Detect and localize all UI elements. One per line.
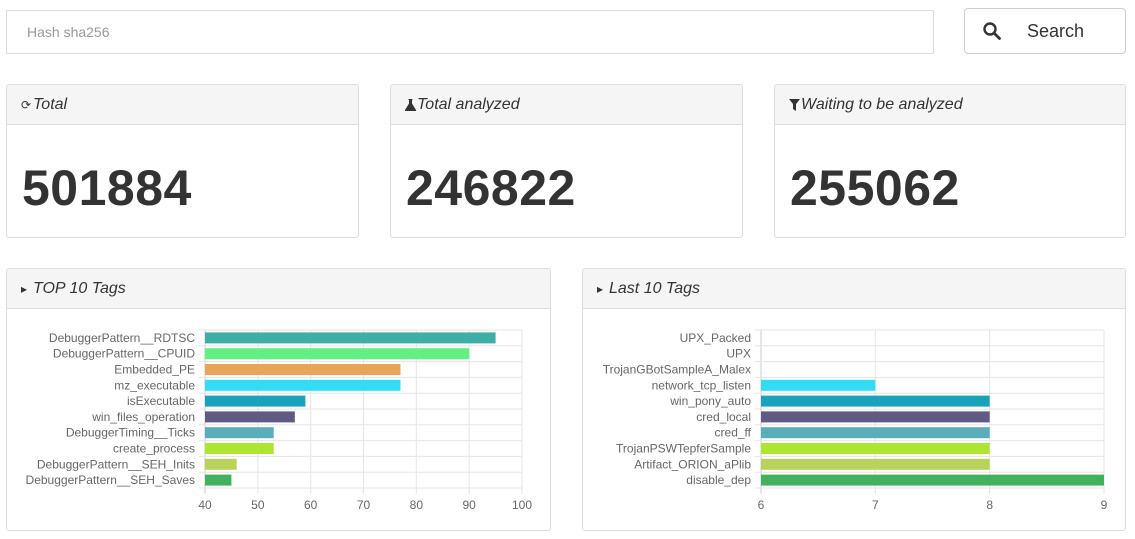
bar — [761, 427, 990, 439]
y-tick-label: DebuggerPattern__CPUID — [53, 347, 195, 361]
stat-title: Total — [33, 95, 68, 113]
y-tick-label: win_files_operation — [91, 410, 195, 424]
flask-icon — [405, 98, 417, 111]
y-tick-label: mz_executable — [114, 378, 195, 392]
bar — [761, 443, 990, 454]
bar — [761, 474, 1104, 486]
x-tick-label: 100 — [512, 498, 532, 512]
bar — [205, 411, 295, 423]
y-tick-label: Artifact_ORION_aPlib — [634, 457, 751, 471]
stat-card-waiting: Waiting to be analyzed 255062 — [774, 84, 1126, 238]
refresh-icon: ⟳ — [21, 97, 32, 112]
y-tick-label: create_process — [113, 442, 195, 456]
bar — [205, 364, 401, 375]
top-tags-panel: ▸ TOP 10 Tags 40 50 60 70 80 90 100 DebuggerPatt… — [6, 268, 551, 531]
bar — [205, 458, 237, 470]
search-button-label: Search — [1027, 20, 1085, 41]
y-tick-label: DebuggerTiming__Ticks — [66, 426, 195, 440]
x-tick-label: 60 — [304, 498, 318, 512]
y-tick-label: UPX — [726, 347, 751, 361]
y-tick-label: DebuggerPattern__RDTSC — [49, 331, 195, 345]
caret-right-icon: ▸ — [21, 281, 28, 296]
y-tick-label: cred_ff — [715, 426, 752, 440]
stat-title: Total analyzed — [417, 95, 520, 113]
x-tick-label: 7 — [872, 498, 879, 512]
hash-search-input[interactable] — [6, 10, 934, 54]
search-button[interactable]: Search — [964, 8, 1126, 54]
bar — [205, 395, 306, 407]
bar — [205, 443, 274, 454]
bar — [205, 332, 496, 344]
bar — [761, 458, 990, 470]
x-tick-label: 50 — [251, 498, 265, 512]
y-tick-label: win_pony_auto — [669, 394, 751, 408]
caret-right-icon: ▸ — [597, 281, 604, 296]
y-tick-label: disable_dep — [686, 473, 751, 487]
stat-value: 246822 — [406, 160, 576, 216]
last-tags-chart: 6 7 8 9 UPX_Packed UPX TrojanGBotSampleA_Malex… — [603, 329, 1108, 512]
y-tick-label: isExecutable — [127, 394, 195, 408]
y-tick-label: Embedded_PE — [114, 363, 195, 377]
bar — [205, 474, 232, 486]
y-tick-label: TrojanPSWTepferSample — [616, 442, 751, 456]
filter-icon — [789, 98, 801, 111]
x-tick-label: 9 — [1101, 498, 1108, 512]
search-icon — [983, 22, 1001, 40]
bar — [761, 379, 876, 391]
stat-card-analyzed: Total analyzed 246822 — [390, 84, 743, 238]
last-tags-panel: ▸ Last 10 Tags 6 7 8 9 UPX_Packed UPX TrojanGBo… — [582, 268, 1126, 531]
x-tick-label: 70 — [357, 498, 371, 512]
top-tags-chart: 40 50 60 70 80 90 100 DebuggerPattern__RDTSC Deb… — [26, 329, 532, 512]
x-tick-label: 40 — [198, 498, 212, 512]
x-tick-label: 90 — [462, 498, 476, 512]
x-tick-label: 6 — [758, 498, 765, 512]
y-tick-label: DebuggerPattern__SEH_Saves — [26, 473, 195, 487]
stat-title: Waiting to be analyzed — [801, 95, 963, 113]
stat-value: 255062 — [790, 160, 960, 216]
panel-title: Last 10 Tags — [609, 279, 701, 297]
y-tick-label: network_tcp_listen — [652, 378, 751, 392]
bar — [205, 348, 470, 360]
y-tick-label: DebuggerPattern__SEH_Inits — [37, 457, 195, 471]
bar — [761, 411, 990, 423]
y-tick-label: TrojanGBotSampleA_Malex — [603, 363, 751, 377]
bar — [205, 427, 274, 439]
y-tick-label: cred_local — [696, 410, 751, 424]
x-tick-label: 80 — [410, 498, 424, 512]
stat-value: 501884 — [22, 160, 192, 216]
panel-title: TOP 10 Tags — [33, 279, 126, 297]
x-tick-label: 8 — [986, 498, 993, 512]
stat-card-total: ⟳ Total 501884 — [6, 84, 359, 238]
y-tick-label: UPX_Packed — [680, 331, 751, 345]
bar — [761, 395, 990, 407]
bar — [205, 379, 401, 391]
